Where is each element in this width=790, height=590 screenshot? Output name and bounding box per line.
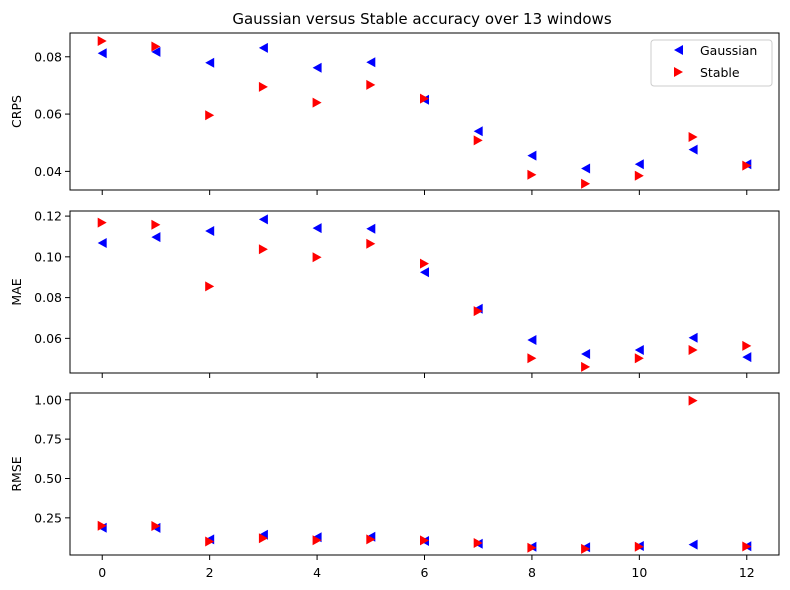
y-tick-label: 0.25 xyxy=(34,510,62,525)
y-tick-label: 0.06 xyxy=(34,331,62,346)
data-point-gaussian xyxy=(258,42,268,53)
y-tick-label: 0.75 xyxy=(34,432,62,447)
y-tick-label: 0.08 xyxy=(34,290,62,305)
data-point-gaussian xyxy=(581,163,591,174)
data-point-gaussian xyxy=(312,62,322,73)
data-point-stable xyxy=(742,541,752,552)
plot-frame xyxy=(69,392,780,556)
data-point-stable xyxy=(258,533,268,544)
data-point-stable xyxy=(420,93,429,104)
data-point-stable xyxy=(97,217,107,228)
data-point-stable xyxy=(688,132,698,142)
chart-title: Gaussian versus Stable accuracy over 13 … xyxy=(232,10,611,28)
x-tick-label: 2 xyxy=(206,565,214,580)
data-point-stable xyxy=(527,353,537,364)
legend-marker-gaussian xyxy=(674,45,683,55)
data-point-gaussian xyxy=(634,345,644,355)
x-tick-label: 8 xyxy=(528,565,536,580)
data-point-stable xyxy=(366,534,376,545)
data-point-gaussian xyxy=(366,223,376,234)
x-tick-label: 12 xyxy=(739,565,755,580)
data-point-stable xyxy=(420,535,429,546)
data-point-stable xyxy=(473,135,483,146)
y-tick-label: 1.00 xyxy=(34,392,62,407)
y-tick-label: 0.06 xyxy=(34,107,62,122)
data-point-stable xyxy=(634,541,644,552)
legend-label-stable: Stable xyxy=(700,65,740,80)
data-point-stable xyxy=(366,79,376,90)
data-point-stable xyxy=(581,178,591,189)
data-point-gaussian xyxy=(527,150,537,161)
data-point-gaussian xyxy=(366,57,376,68)
data-point-gaussian xyxy=(97,238,107,248)
data-point-gaussian xyxy=(97,48,107,59)
data-point-gaussian xyxy=(742,352,752,363)
data-point-stable xyxy=(151,521,161,531)
data-point-stable xyxy=(688,345,698,355)
data-point-stable xyxy=(742,160,752,171)
data-point-stable xyxy=(527,169,537,180)
data-point-gaussian xyxy=(420,267,429,278)
data-point-gaussian xyxy=(634,159,644,170)
data-point-stable xyxy=(258,81,268,92)
data-point-stable xyxy=(312,535,322,546)
data-point-stable xyxy=(312,252,322,263)
data-point-stable xyxy=(151,219,161,230)
panel-mae: MAE 0.06 0.08 0.10 0.12 xyxy=(9,209,780,378)
data-point-gaussian xyxy=(688,332,698,343)
data-point-stable xyxy=(527,542,537,553)
data-point-gaussian xyxy=(205,226,215,236)
data-point-stable xyxy=(258,244,268,255)
y-tick-label: 0.10 xyxy=(34,249,62,264)
y-tick-label: 0.50 xyxy=(34,471,62,486)
data-point-gaussian xyxy=(581,349,591,359)
data-point-gaussian xyxy=(473,126,483,137)
data-point-gaussian xyxy=(151,46,161,57)
data-point-gaussian xyxy=(688,144,698,155)
x-tick-label: 6 xyxy=(421,565,429,580)
y-axis-label: MAE xyxy=(9,278,24,305)
x-tick-label: 0 xyxy=(98,565,106,580)
data-point-stable xyxy=(205,281,215,292)
x-tick-label: 10 xyxy=(631,565,647,580)
data-point-gaussian xyxy=(688,539,698,550)
data-point-gaussian xyxy=(258,214,268,225)
data-point-gaussian xyxy=(527,335,537,345)
y-axis-label: RMSE xyxy=(9,456,24,491)
data-point-stable xyxy=(151,41,161,52)
legend: Gaussian Stable xyxy=(650,39,773,87)
data-point-stable xyxy=(688,395,698,406)
data-point-stable xyxy=(97,520,107,531)
data-point-stable xyxy=(742,340,752,351)
data-point-stable xyxy=(205,110,215,121)
plot-frame xyxy=(69,210,780,374)
panel-crps: CRPS 0.04 0.06 0.08 xyxy=(9,32,780,195)
x-tick-label: 4 xyxy=(313,565,321,580)
data-point-stable xyxy=(634,170,644,181)
data-point-stable xyxy=(473,538,483,548)
legend-marker-stable xyxy=(674,67,683,77)
data-point-stable xyxy=(420,258,429,269)
y-tick-label: 0.08 xyxy=(34,49,62,64)
data-point-stable xyxy=(205,536,215,547)
panel-rmse: RMSE 0.25 0.50 0.75 1.00 0 2 4 6 8 10 12 xyxy=(9,392,780,580)
data-point-gaussian xyxy=(151,232,161,243)
y-tick-label: 0.12 xyxy=(34,209,62,224)
data-point-gaussian xyxy=(205,57,215,68)
data-point-stable xyxy=(312,97,322,108)
data-point-stable xyxy=(581,543,591,554)
y-tick-label: 0.04 xyxy=(34,164,62,179)
data-point-stable xyxy=(634,353,644,364)
data-point-stable xyxy=(581,361,591,372)
y-axis-label: CRPS xyxy=(9,95,24,128)
data-point-stable xyxy=(366,238,376,249)
data-point-gaussian xyxy=(312,223,322,234)
data-point-stable xyxy=(473,306,483,317)
legend-label-gaussian: Gaussian xyxy=(700,43,757,58)
data-point-stable xyxy=(97,36,107,46)
